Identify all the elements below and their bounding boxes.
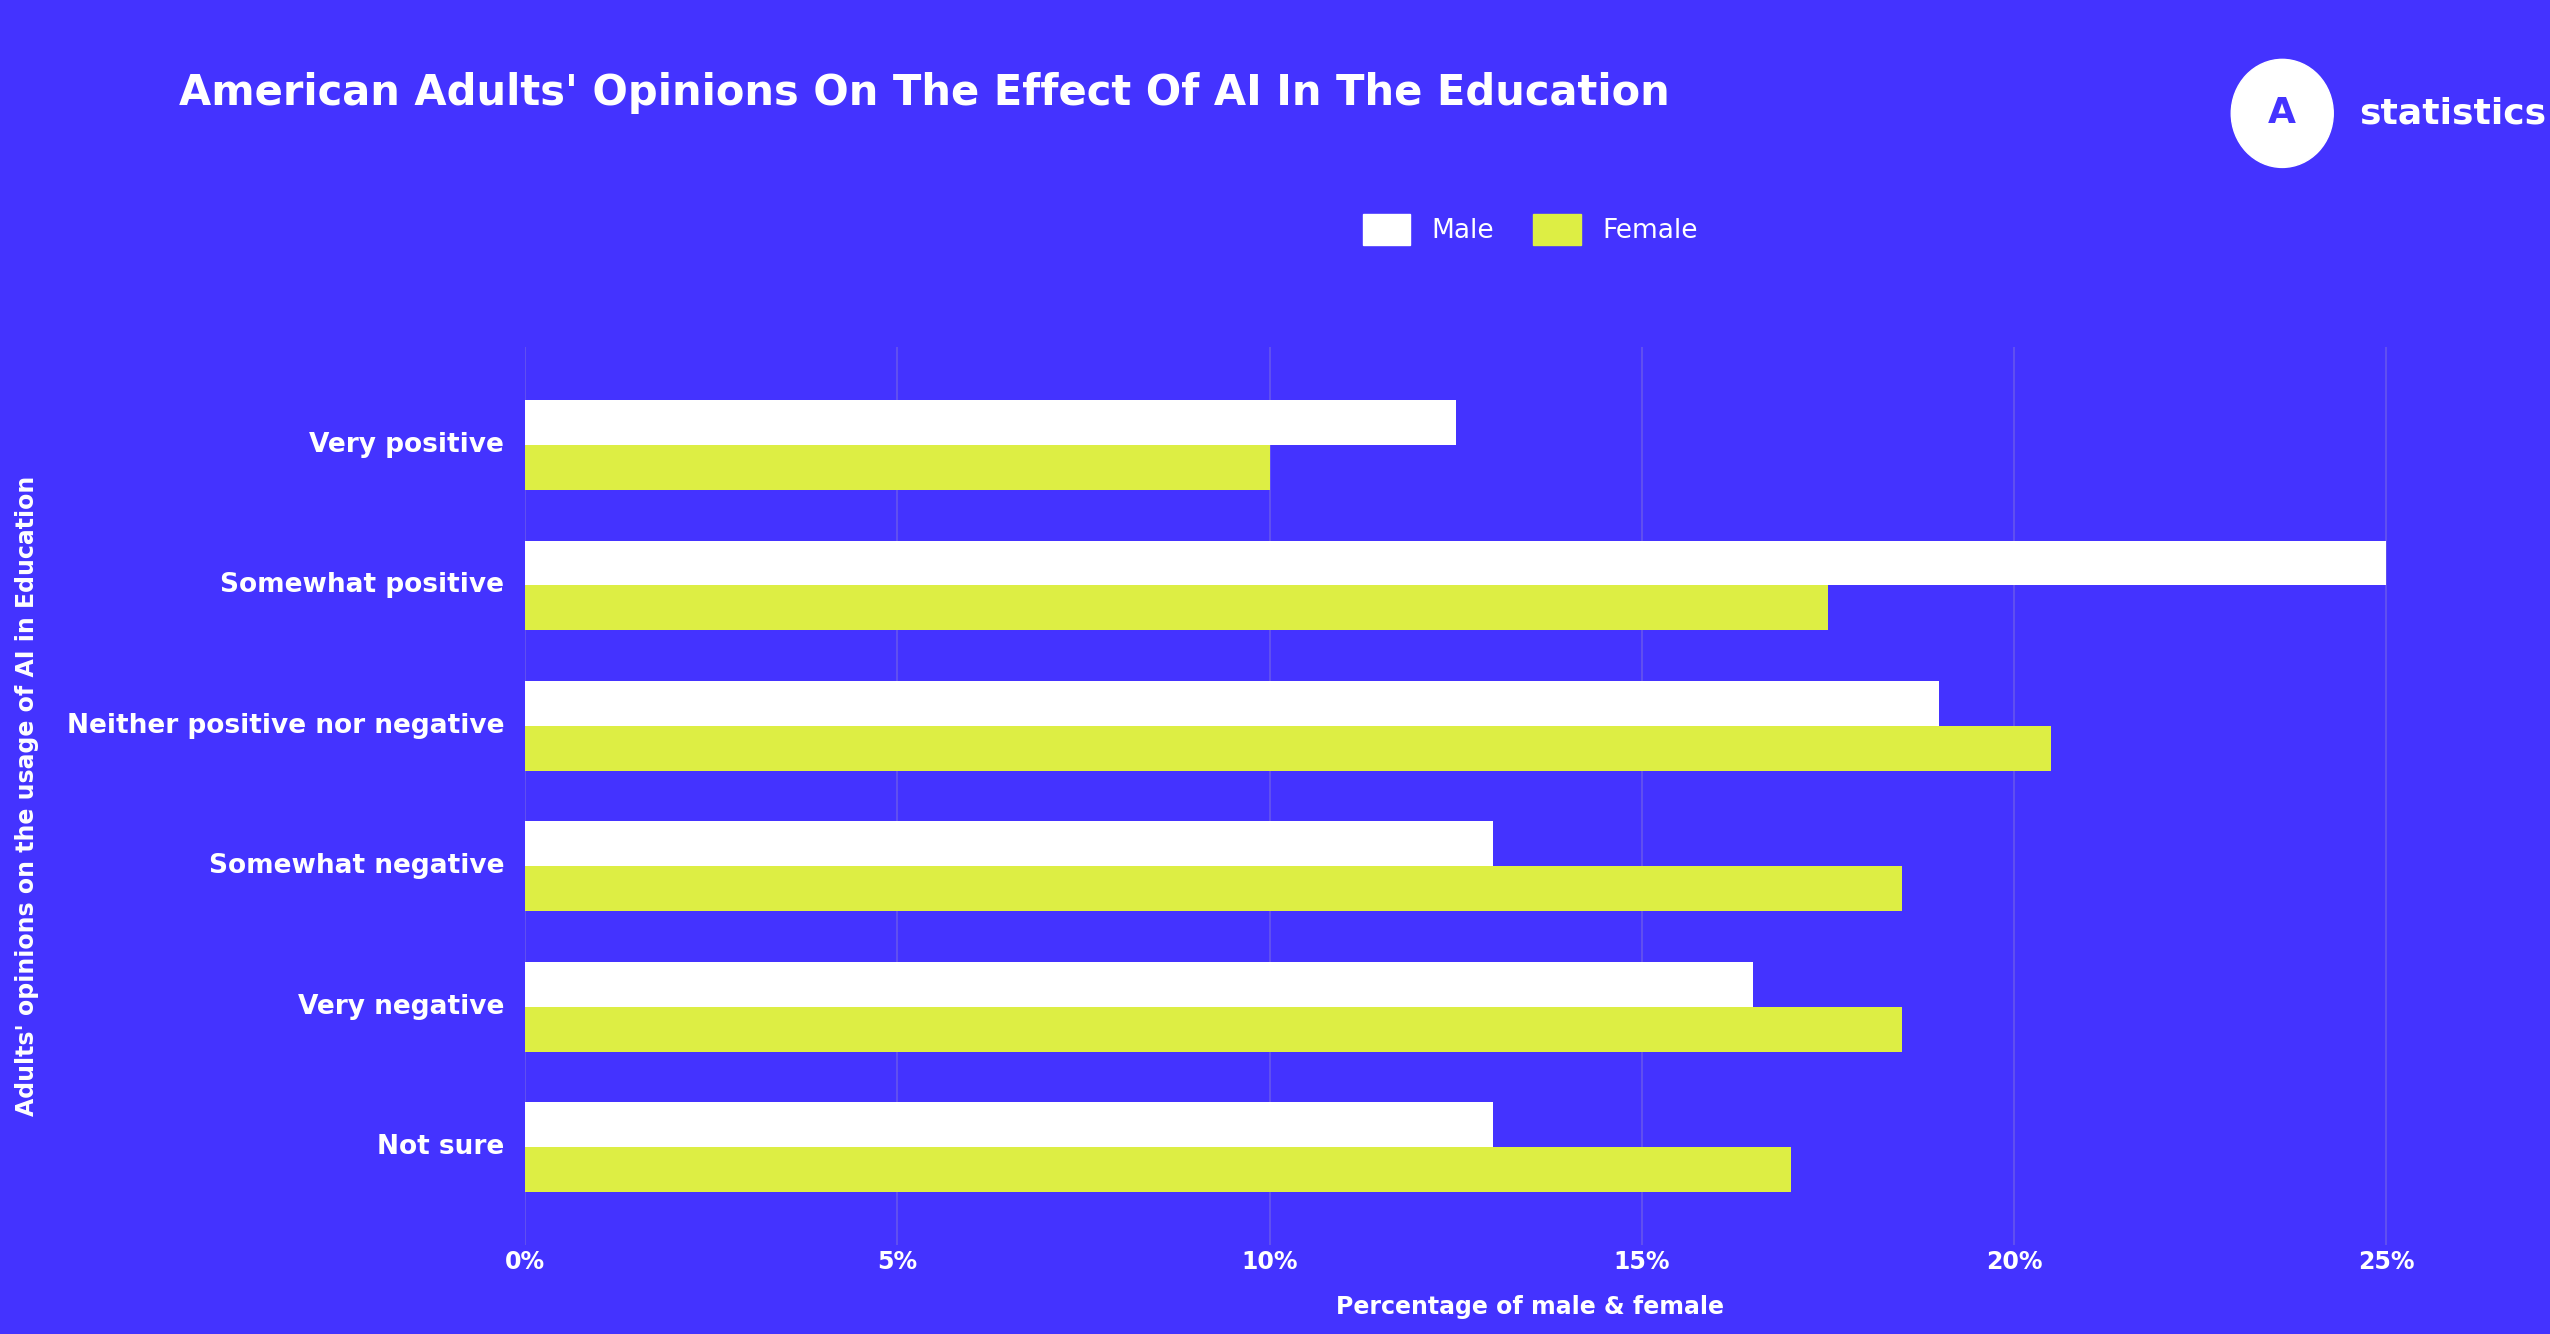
Bar [525, 962, 1754, 1007]
Bar [525, 1102, 1492, 1147]
Bar [525, 822, 1492, 866]
Bar [525, 726, 2050, 771]
Text: American Adults' Opinions On The Effect Of AI In The Education: American Adults' Opinions On The Effect … [179, 72, 1670, 115]
Bar [525, 586, 1828, 631]
Bar [525, 1007, 1902, 1051]
Bar [525, 400, 1456, 446]
Text: A: A [2270, 96, 2295, 131]
Text: statistics: statistics [2359, 96, 2545, 131]
X-axis label: Percentage of male & female: Percentage of male & female [1336, 1295, 1724, 1319]
Bar [525, 540, 2387, 586]
Ellipse shape [2231, 60, 2333, 168]
Bar [525, 1147, 1790, 1193]
Bar [525, 680, 1941, 726]
Legend: Male, Female: Male, Female [1346, 199, 1714, 260]
Bar [525, 446, 1270, 490]
Y-axis label: Adults' opinions on the usage of AI in Education: Adults' opinions on the usage of AI in E… [15, 476, 38, 1117]
Bar [525, 866, 1902, 911]
